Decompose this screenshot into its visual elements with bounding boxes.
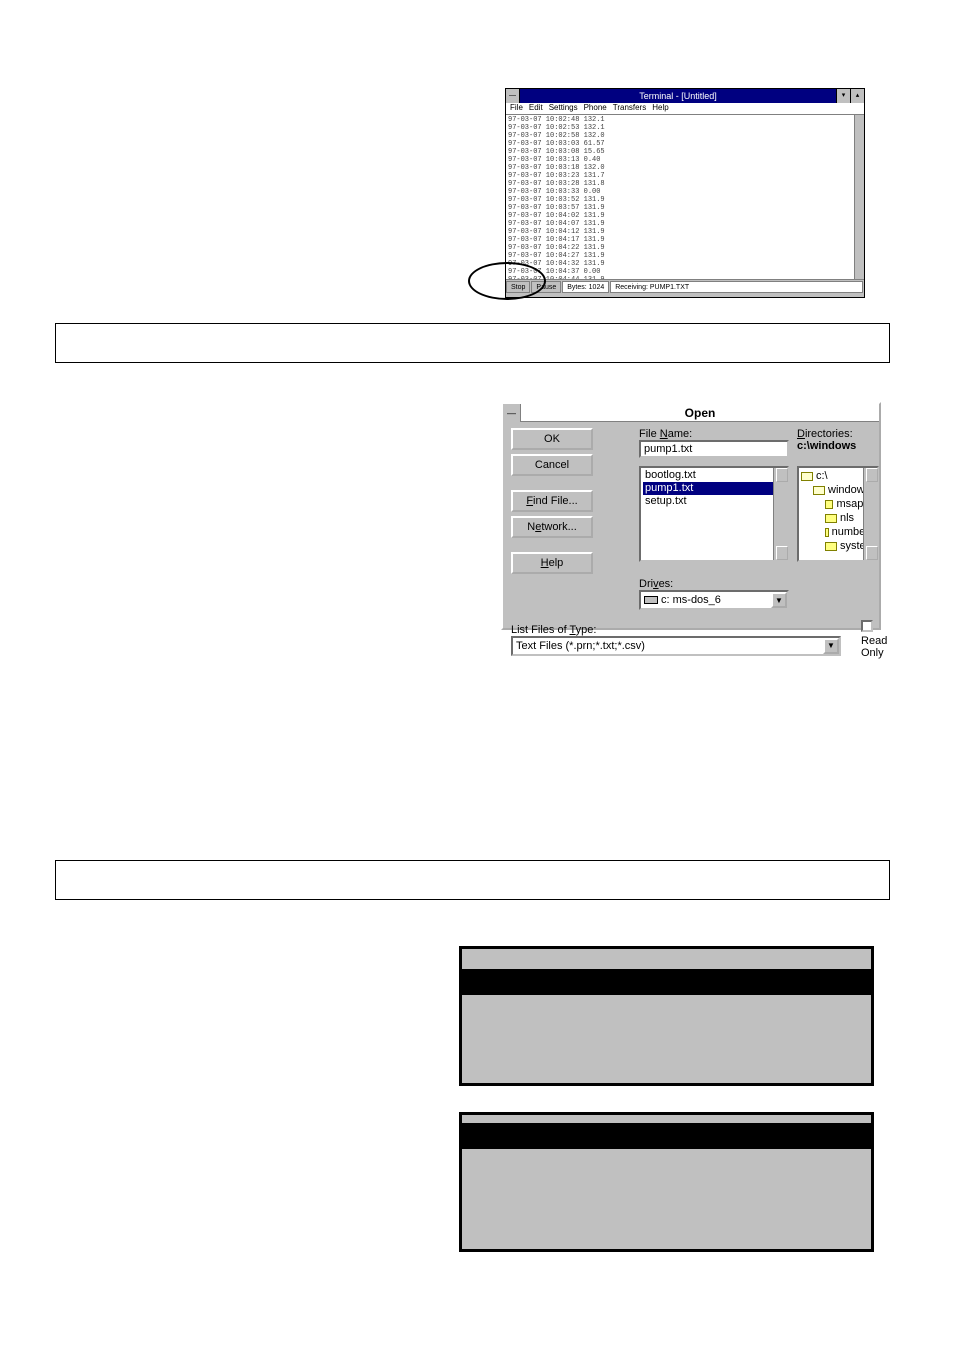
system-menu-icon[interactable] [506,89,520,103]
terminal-line: 97-03-07 10:02:53 132.1 [508,124,862,132]
status-bytes: Bytes: 1024 [562,281,609,293]
terminal-line: 97-03-07 10:04:22 131.9 [508,244,862,252]
menu-transfers[interactable]: Transfers [613,103,647,114]
terminal-statusbar: Stop Pause Bytes: 1024 Receiving: PUMP1.… [506,279,864,293]
terminal-line: 97-03-07 10:03:18 132.0 [508,164,862,172]
maximize-button[interactable]: ▴ [850,89,864,103]
menu-phone[interactable]: Phone [584,103,607,114]
list-item[interactable]: setup.txt [643,495,785,508]
terminal-line: 97-03-07 10:03:57 131.9 [508,204,862,212]
terminal-line: 97-03-07 10:02:48 132.1 [508,116,862,124]
figure-box-2 [459,1112,874,1252]
filename-label: File Name: [639,428,789,440]
folder-icon [825,542,837,551]
caption-box-1 [55,323,890,363]
terminal-body: 97-03-07 10:02:48 132.1 97-03-07 10:02:5… [506,115,864,279]
dropdown-button[interactable]: ▼ [823,638,839,654]
checkbox-icon[interactable] [861,620,873,632]
callout-ellipse [468,262,546,300]
readonly-checkbox[interactable]: Read Only [861,620,887,659]
folder-icon [825,500,833,509]
drives-dropdown[interactable]: c: ms-dos_6 ▼ [639,590,789,610]
open-titlebar: Open [503,404,879,422]
terminal-line: 97-03-07 10:03:13 0.40 [508,156,862,164]
filetype-dropdown[interactable]: Text Files (*.prn;*.txt;*.csv) ▼ [511,636,841,656]
terminal-titlebar: Terminal - [Untitled] ▾ ▴ [506,89,864,103]
list-item[interactable]: pump1.txt [643,482,785,495]
listbox-scrollbar[interactable] [863,468,877,560]
terminal-line: 97-03-07 10:03:33 0.00 [508,188,862,196]
terminal-line: 97-03-07 10:04:12 131.9 [508,228,862,236]
terminal-menubar: File Edit Settings Phone Transfers Help [506,103,864,115]
directories-label: Directories: [797,428,879,440]
listbox-scrollbar[interactable] [773,468,787,560]
blackbar [462,1123,871,1149]
drives-label: Drives: [639,578,789,590]
folder-open-icon [813,486,825,495]
terminal-line: 97-03-07 10:04:32 131.9 [508,260,862,268]
findfile-button[interactable]: Find File... [511,490,593,512]
menu-settings[interactable]: Settings [549,103,578,114]
status-receiving: Receiving: PUMP1.TXT [610,281,863,293]
filename-input[interactable] [639,440,789,458]
dropdown-button[interactable]: ▼ [771,592,787,608]
terminal-title: Terminal - [Untitled] [520,89,836,103]
filetype-label: List Files of Type: [511,624,841,636]
terminal-line: 97-03-07 10:04:27 131.9 [508,252,862,260]
open-title: Open [521,406,879,420]
terminal-line: 97-03-07 10:03:08 15.65 [508,148,862,156]
folder-open-icon [801,472,813,481]
terminal-line: 97-03-07 10:04:02 131.9 [508,212,862,220]
drive-icon [644,596,658,604]
folder-icon [825,528,829,537]
terminal-line: 97-03-07 10:03:28 131.8 [508,180,862,188]
terminal-line: 97-03-07 10:04:07 131.9 [508,220,862,228]
help-button[interactable]: Help [511,552,593,574]
directory-listbox[interactable]: c:\ windows msapps nls number9 system [797,466,879,562]
figure-box-1 [459,946,874,1086]
vertical-scrollbar[interactable] [854,115,864,279]
open-dialog: Open File Name: Directories: c:\windows … [501,402,881,630]
blackbar [462,969,871,995]
terminal-line: 97-03-07 10:03:23 131.7 [508,172,862,180]
cancel-button[interactable]: Cancel [511,454,593,476]
terminal-window: Terminal - [Untitled] ▾ ▴ File Edit Sett… [505,88,865,298]
terminal-line: 97-03-07 10:03:52 131.9 [508,196,862,204]
system-menu-icon[interactable] [503,404,521,422]
minimize-button[interactable]: ▾ [836,89,850,103]
terminal-line: 97-03-07 10:02:58 132.0 [508,132,862,140]
network-button[interactable]: Network... [511,516,593,538]
list-item[interactable]: bootlog.txt [643,469,785,482]
cwd: c:\windows [797,440,879,452]
file-listbox[interactable]: bootlog.txt pump1.txt setup.txt [639,466,789,562]
folder-icon [825,514,837,523]
terminal-line: 97-03-07 10:04:37 0.00 [508,268,862,276]
menu-file[interactable]: File [510,103,523,114]
caption-box-2 [55,860,890,900]
menu-help[interactable]: Help [652,103,668,114]
terminal-line: 97-03-07 10:04:17 131.9 [508,236,862,244]
ok-button[interactable]: OK [511,428,593,450]
menu-edit[interactable]: Edit [529,103,543,114]
terminal-line: 97-03-07 10:04:44 131.9 [508,276,862,279]
terminal-line: 97-03-07 10:03:03 61.57 [508,140,862,148]
